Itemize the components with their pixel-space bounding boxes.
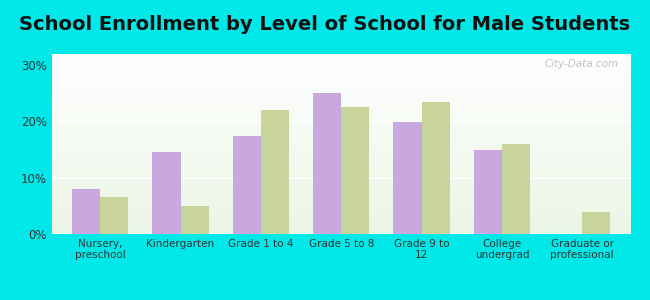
Bar [181, 206, 209, 234]
Bar [582, 212, 610, 234]
Bar [313, 93, 341, 234]
Bar [261, 110, 289, 234]
Bar [474, 150, 502, 234]
Bar [100, 197, 128, 234]
Text: School Enrollment by Level of School for Male Students: School Enrollment by Level of School for… [20, 15, 630, 34]
Bar [341, 107, 369, 234]
Text: City-Data.com: City-Data.com [545, 59, 619, 69]
Bar [422, 102, 450, 234]
Bar [393, 122, 422, 234]
Bar [72, 189, 100, 234]
Bar [502, 144, 530, 234]
Bar [233, 136, 261, 234]
Bar [153, 152, 181, 234]
